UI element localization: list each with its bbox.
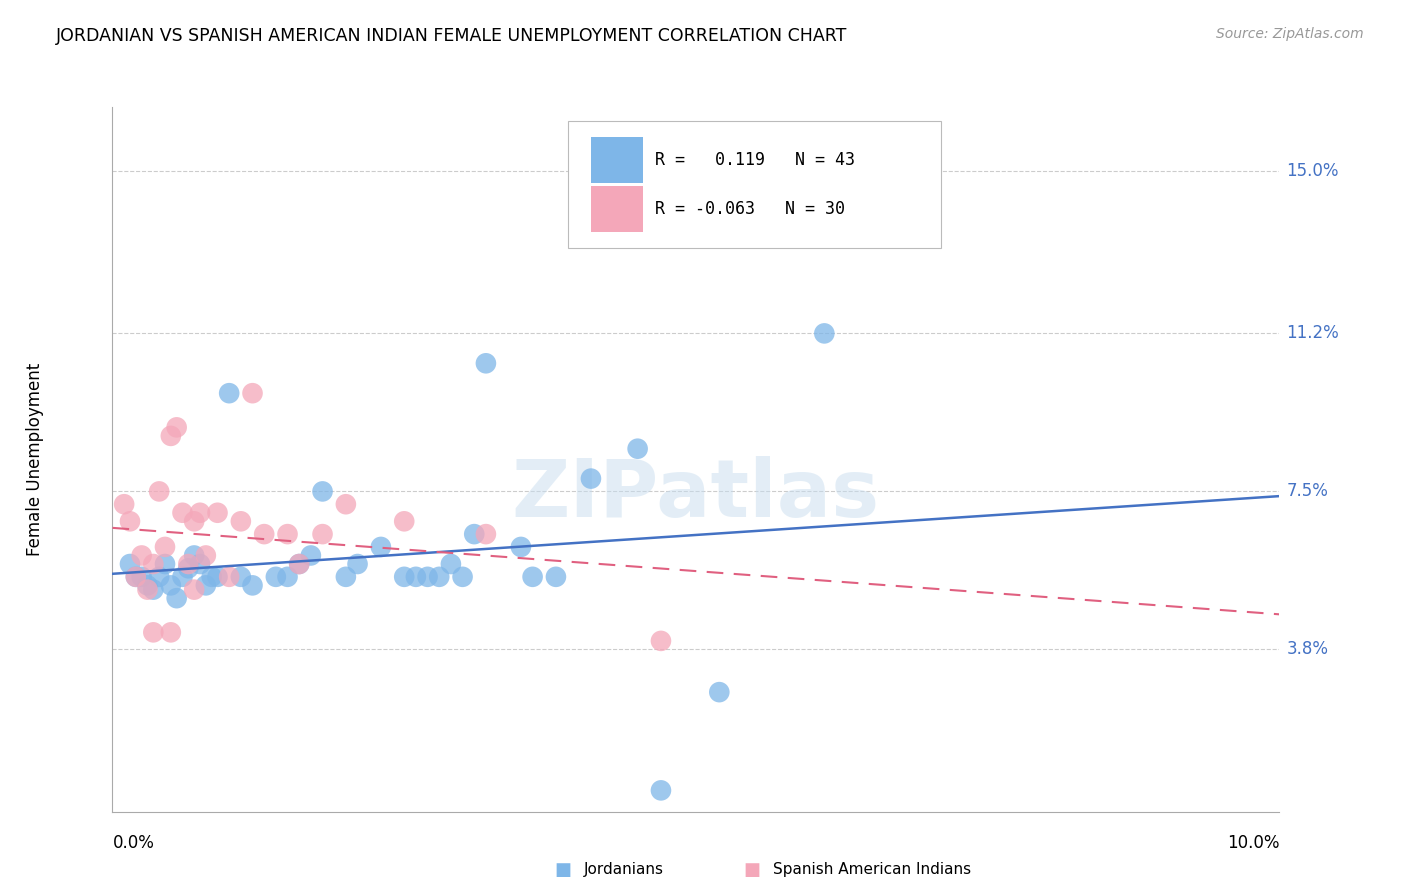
Point [311, 484, 333, 499]
Point [201, 570, 224, 584]
Point [118, 557, 141, 571]
Point [626, 442, 648, 456]
Point [125, 570, 148, 584]
Text: 15.0%: 15.0% [1286, 162, 1339, 180]
Point [160, 429, 183, 443]
Point [131, 570, 153, 584]
Point [242, 578, 264, 592]
Point [148, 570, 170, 584]
Text: 7.5%: 7.5% [1286, 483, 1329, 500]
Point [335, 570, 357, 584]
Text: R =   0.119   N = 43: R = 0.119 N = 43 [655, 151, 855, 169]
Point [166, 420, 188, 434]
Point [136, 582, 159, 597]
Point [650, 783, 672, 797]
Point [112, 497, 135, 511]
Point [253, 527, 276, 541]
Point [125, 570, 148, 584]
Text: Jordanians: Jordanians [583, 863, 664, 877]
Point [813, 326, 835, 341]
Point [218, 570, 240, 584]
Point [218, 386, 240, 401]
Point [148, 484, 170, 499]
Text: Source: ZipAtlas.com: Source: ZipAtlas.com [1216, 27, 1364, 41]
Point [183, 514, 205, 528]
Point [335, 497, 357, 511]
Point [650, 633, 672, 648]
Point [288, 557, 311, 571]
Point [172, 506, 194, 520]
Point [475, 356, 498, 370]
Point [142, 557, 165, 571]
Point [509, 540, 531, 554]
Point [416, 570, 439, 584]
Point [392, 514, 416, 528]
Point [188, 506, 211, 520]
Point [370, 540, 392, 554]
Point [207, 506, 229, 520]
Text: Spanish American Indians: Spanish American Indians [773, 863, 972, 877]
Point [346, 557, 368, 571]
Point [709, 685, 731, 699]
Point [172, 570, 194, 584]
Point [177, 557, 200, 571]
Point [392, 570, 416, 584]
Text: ■: ■ [554, 861, 571, 879]
Text: R = -0.063   N = 30: R = -0.063 N = 30 [655, 200, 845, 219]
Point [142, 625, 165, 640]
Point [188, 557, 211, 571]
Point [463, 527, 485, 541]
Point [142, 582, 165, 597]
Point [166, 591, 188, 606]
Text: ■: ■ [744, 861, 761, 879]
Point [118, 514, 141, 528]
Point [160, 578, 183, 592]
Point [475, 527, 498, 541]
Point [522, 570, 544, 584]
Point [229, 570, 252, 584]
Text: 3.8%: 3.8% [1286, 640, 1329, 658]
Text: ZIPatlas: ZIPatlas [512, 456, 880, 533]
Point [153, 557, 176, 571]
Point [311, 527, 333, 541]
FancyBboxPatch shape [568, 121, 941, 248]
Text: 10.0%: 10.0% [1227, 834, 1279, 852]
Point [207, 570, 229, 584]
Point [451, 570, 474, 584]
Point [229, 514, 252, 528]
Text: 0.0%: 0.0% [112, 834, 155, 852]
Point [194, 578, 217, 592]
Point [183, 549, 205, 563]
Point [160, 625, 183, 640]
Point [405, 570, 427, 584]
Point [194, 549, 217, 563]
Point [153, 540, 176, 554]
Point [264, 570, 287, 584]
Point [276, 527, 298, 541]
Point [177, 561, 200, 575]
Point [440, 557, 463, 571]
Point [544, 570, 567, 584]
Point [427, 570, 450, 584]
Text: 11.2%: 11.2% [1286, 325, 1340, 343]
Text: Female Unemployment: Female Unemployment [27, 363, 44, 556]
Point [183, 582, 205, 597]
FancyBboxPatch shape [591, 137, 644, 183]
Point [131, 549, 153, 563]
Point [242, 386, 264, 401]
Point [579, 472, 602, 486]
Point [276, 570, 298, 584]
FancyBboxPatch shape [591, 186, 644, 232]
Point [136, 578, 159, 592]
Point [288, 557, 311, 571]
Text: JORDANIAN VS SPANISH AMERICAN INDIAN FEMALE UNEMPLOYMENT CORRELATION CHART: JORDANIAN VS SPANISH AMERICAN INDIAN FEM… [56, 27, 848, 45]
Point [299, 549, 322, 563]
